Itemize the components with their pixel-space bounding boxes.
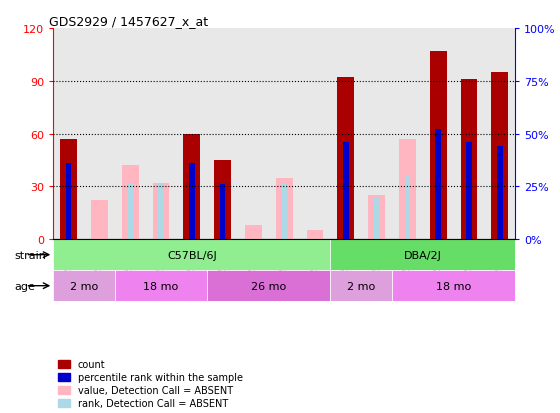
Bar xyxy=(158,185,164,240)
Bar xyxy=(466,142,472,240)
Bar xyxy=(189,164,194,240)
Bar xyxy=(91,201,108,240)
Bar xyxy=(128,185,133,240)
Text: 18 mo: 18 mo xyxy=(143,281,179,291)
Bar xyxy=(122,166,139,240)
Bar xyxy=(330,29,361,240)
Bar xyxy=(269,29,300,240)
Bar xyxy=(300,29,330,240)
Text: age: age xyxy=(14,281,35,291)
Bar xyxy=(207,29,238,240)
Bar xyxy=(361,29,392,240)
Bar xyxy=(115,271,207,301)
Bar xyxy=(405,176,410,240)
Bar xyxy=(245,225,262,240)
Bar xyxy=(368,196,385,240)
Bar xyxy=(374,197,379,240)
Text: DBA/2J: DBA/2J xyxy=(404,250,442,260)
Bar xyxy=(53,240,330,271)
Bar xyxy=(207,271,330,301)
Bar xyxy=(282,185,287,240)
Bar xyxy=(399,140,416,240)
Bar xyxy=(146,29,176,240)
Text: GDS2929 / 1457627_x_at: GDS2929 / 1457627_x_at xyxy=(49,15,208,28)
Text: C57BL/6J: C57BL/6J xyxy=(167,250,217,260)
Bar xyxy=(491,73,508,240)
Bar xyxy=(392,29,423,240)
Bar xyxy=(53,271,115,301)
Text: 2 mo: 2 mo xyxy=(347,281,375,291)
Bar xyxy=(220,185,225,240)
Bar xyxy=(66,164,71,240)
Bar xyxy=(343,142,348,240)
Bar xyxy=(430,52,447,240)
Bar xyxy=(423,29,454,240)
Bar xyxy=(176,29,207,240)
Text: 26 mo: 26 mo xyxy=(251,281,286,291)
Bar xyxy=(460,80,478,240)
Bar xyxy=(115,29,146,240)
Bar xyxy=(152,183,170,240)
Bar xyxy=(484,29,515,240)
Bar xyxy=(330,240,515,271)
Text: 18 mo: 18 mo xyxy=(436,281,471,291)
Bar xyxy=(330,271,392,301)
Bar xyxy=(238,29,269,240)
Bar xyxy=(436,130,441,240)
Bar xyxy=(84,29,115,240)
Text: 2 mo: 2 mo xyxy=(70,281,98,291)
Bar xyxy=(183,134,200,240)
Bar xyxy=(497,147,502,240)
Bar xyxy=(306,231,324,240)
Bar xyxy=(214,161,231,240)
Bar xyxy=(53,29,84,240)
Bar xyxy=(337,78,354,240)
Text: strain: strain xyxy=(14,250,46,260)
Bar xyxy=(60,140,77,240)
Legend: count, percentile rank within the sample, value, Detection Call = ABSENT, rank, : count, percentile rank within the sample… xyxy=(58,360,242,408)
Bar xyxy=(392,271,515,301)
Bar xyxy=(454,29,484,240)
Bar xyxy=(276,178,293,240)
